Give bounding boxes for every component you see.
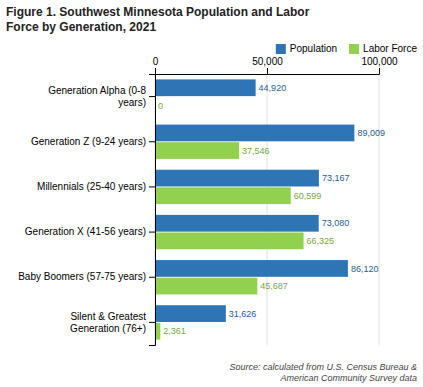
text-line: Force by Generation, 2021 [6, 20, 156, 34]
bar [155, 187, 291, 204]
bar [155, 233, 304, 250]
bar [155, 79, 256, 96]
tick: 50,000 [252, 56, 283, 74]
bar [155, 142, 239, 159]
tick: Baby Boomers (57-75 years) [18, 271, 155, 282]
bar [155, 215, 319, 232]
bar [155, 278, 257, 295]
tick-label: 50,000 [252, 56, 283, 67]
plot: 44,920 89,009 73,167 73,080 86,120 31,626 0 37,… [18, 56, 398, 346]
bar [155, 125, 354, 142]
bar [155, 305, 226, 322]
data-labels: 44,920 89,009 73,167 73,080 86,120 31,626 0 37,… [158, 83, 385, 336]
legend-item: Labor Force [349, 43, 417, 54]
bars [155, 79, 354, 339]
tick-mark [149, 96, 155, 97]
tick-label: Generation Alpha (0-8years) [48, 85, 146, 108]
x-axis: 0 50,000 100,000 [153, 56, 398, 75]
data-label: 31,626 [229, 309, 257, 319]
tick-label: Generation X (41-56 years) [25, 226, 146, 237]
axis-line [156, 68, 380, 75]
legend: Population Labor Force [276, 43, 418, 54]
tick: Generation X (41-56 years) [25, 226, 155, 237]
text-line: Silent & Greatest [70, 311, 146, 322]
grid [155, 74, 379, 345]
tick-label: Silent & GreatestGeneration (76+) [70, 311, 146, 334]
y-axis: Generation Alpha (0-8years) Generation Z … [18, 75, 155, 346]
annotation: Source: calculated from U.S. Census Bure… [229, 362, 417, 383]
tick-label: Baby Boomers (57-75 years) [18, 271, 146, 282]
text-line: Source: calculated from U.S. Census Bure… [229, 362, 417, 372]
text-line: Millennials (25-40 years) [37, 181, 146, 192]
tick-label: 0 [153, 56, 159, 67]
text-line: Baby Boomers (57-75 years) [18, 271, 146, 282]
tick-mark [267, 68, 268, 74]
tick-mark [149, 141, 155, 142]
title: Figure 1. Southwest Minnesota Population… [6, 5, 310, 34]
legend-label: Labor Force [363, 43, 417, 54]
text-line: years) [118, 97, 146, 108]
tick-mark [149, 277, 155, 278]
chart: Figure 1. Southwest Minnesota Population… [0, 0, 423, 387]
tick-mark [149, 186, 155, 187]
tick: Millennials (25-40 years) [37, 181, 155, 192]
grid-line [379, 74, 380, 345]
tick-mark [149, 232, 155, 233]
grid-line [267, 74, 268, 345]
legend-label: Population [290, 43, 337, 54]
bar [155, 260, 348, 277]
tick: 100,000 [361, 56, 398, 74]
tick-mark [149, 322, 155, 323]
text-line: Generation (76+) [70, 323, 146, 334]
tick-label: 100,000 [361, 56, 398, 67]
text-line: Generation X (41-56 years) [25, 226, 146, 237]
tick: Generation Z (9-24 years) [31, 136, 155, 147]
bar [155, 170, 319, 187]
legend-swatch [349, 44, 359, 54]
data-label: 0 [158, 101, 163, 111]
tick-label: Generation Z (9-24 years) [31, 136, 146, 147]
data-label: 73,080 [322, 218, 350, 228]
text-line: Figure 1. Southwest Minnesota Population… [6, 5, 310, 19]
data-label: 37,546 [242, 146, 270, 156]
tick: Silent & GreatestGeneration (76+) [70, 311, 155, 334]
tick-mark [155, 68, 156, 74]
tick: 0 [153, 56, 159, 74]
text-line: American Community Survey data [279, 373, 417, 383]
text-line: Generation Z (9-24 years) [31, 136, 146, 147]
data-label: 60,599 [294, 191, 322, 201]
tick: Generation Alpha (0-8years) [48, 85, 155, 108]
tick-label: Millennials (25-40 years) [37, 181, 146, 192]
data-label: 86,120 [351, 264, 379, 274]
legend-item: Population [276, 43, 337, 54]
data-label: 45,687 [260, 281, 288, 291]
data-label: 66,325 [307, 236, 335, 246]
legend-swatch [276, 44, 286, 54]
tick-mark [379, 68, 380, 74]
data-label: 44,920 [259, 83, 287, 93]
data-label: 2,361 [163, 326, 186, 336]
axis-line [149, 75, 156, 346]
data-label: 89,009 [357, 128, 385, 138]
text-line: Generation Alpha (0-8 [48, 85, 146, 96]
data-label: 73,167 [322, 173, 350, 183]
